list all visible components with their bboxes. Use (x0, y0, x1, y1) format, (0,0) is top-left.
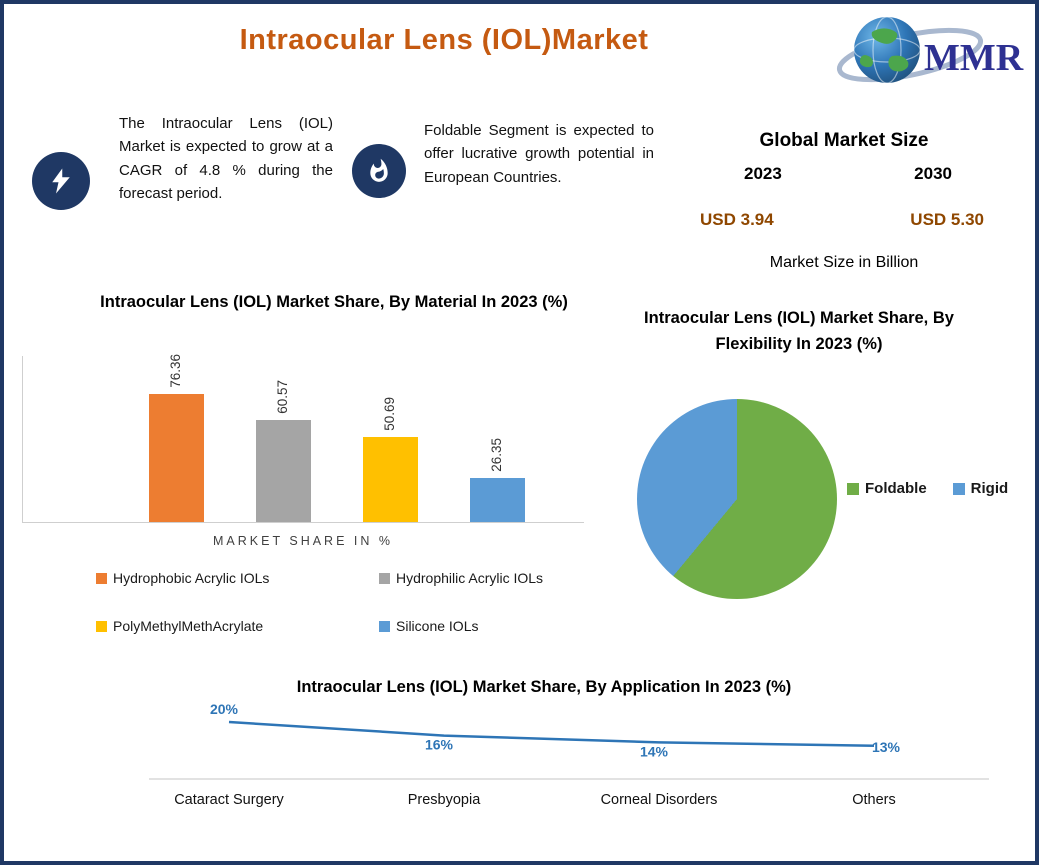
mmr-logo: MMR (832, 10, 1035, 100)
bar-0 (149, 394, 204, 522)
highlight-cagr-text: The Intraocular Lens (IOL) Market is exp… (119, 115, 333, 202)
legend-swatch (379, 572, 390, 584)
pie-chart-title: Intraocular Lens (IOL) Market Share, By … (644, 309, 954, 353)
bar-value-label-1: 60.57 (274, 380, 290, 414)
line-category-label-3: Others (852, 792, 896, 808)
pie-chart (637, 399, 837, 599)
line-category-label-1: Presbyopia (408, 792, 481, 808)
legend-swatch (96, 620, 107, 632)
bar-value-label-0: 76.36 (167, 354, 183, 388)
legend-swatch (952, 482, 965, 495)
bar-chart-x-label: MARKET SHARE IN % (213, 534, 393, 548)
mmr-logo-graphic: MMR (836, 16, 1024, 84)
highlight-foldable-text: Foldable Segment is expected to offer lu… (424, 122, 654, 186)
legend-swatch (847, 482, 859, 495)
bar-value-label-3: 26.35 (488, 438, 504, 472)
legend-label: PolyMethylMethAcrylate (113, 618, 264, 634)
page-title: Intraocular Lens (IOL)Market (239, 24, 649, 56)
legend-label: Silicone IOLs (396, 618, 479, 634)
legend-swatch (379, 620, 390, 632)
line-category-label-0: Cataract Surgery (174, 792, 284, 808)
market-size-caption: Market Size in Billion (769, 254, 919, 271)
market-size-value-2023: USD 3.94 (700, 210, 774, 229)
pie-legend-item-1: Rigid (952, 480, 1009, 497)
lightning-icon (32, 152, 90, 210)
bar-chart-title: Intraocular Lens (IOL) Market Share, By … (100, 293, 568, 311)
bar-value-label-2: 50.69 (381, 397, 397, 431)
logo-text: MMR (924, 37, 1024, 79)
bar-legend-item-3: Silicone IOLs (379, 618, 576, 634)
bar-plot: 76.36 60.57 50.69 26.35 (22, 354, 584, 522)
legend-label: Foldable (865, 480, 927, 497)
bar-legend-item-2: PolyMethylMethAcrylate (96, 618, 379, 634)
line-chart-svg: 20% 16% 14% 13% Cataract Surgery Presbyopia Co… (149, 701, 989, 808)
bar-1 (256, 420, 311, 522)
line-point-label-0: 20% (210, 701, 239, 717)
bar-chart-legend: Hydrophobic Acrylic IOLs Hydrophilic Acry… (96, 570, 576, 634)
market-size-values: USD 3.94 USD 5.30 (686, 210, 996, 230)
flame-icon (352, 144, 406, 198)
bar-3 (470, 478, 525, 522)
bar-legend-item-1: Hydrophilic Acrylic IOLs (379, 570, 576, 586)
pie-chart-legend: Foldable Rigid (847, 480, 1008, 497)
market-size-value-2030: USD 5.30 (910, 210, 984, 229)
bar-chart-y-axis (22, 356, 23, 522)
line-chart-title: Intraocular Lens (IOL) Market Share, By … (296, 678, 792, 696)
bar-chart-x-axis (22, 522, 584, 523)
market-size-year-2023: 2023 (744, 164, 782, 183)
market-size-year-2030: 2030 (914, 164, 952, 183)
market-size-title: Global Market Size (759, 130, 929, 151)
line-category-label-2: Corneal Disorders (601, 792, 718, 808)
line-point-label-3: 13% (872, 739, 901, 755)
globe-icon (854, 17, 920, 83)
legend-label: Hydrophobic Acrylic IOLs (113, 570, 270, 586)
line-series (228, 720, 875, 748)
market-size-years: 2023 2030 (704, 164, 984, 184)
legend-label: Hydrophilic Acrylic IOLs (396, 570, 544, 586)
legend-label: Rigid (970, 480, 1009, 497)
line-point-label-2: 14% (640, 743, 669, 759)
line-point-label-1: 16% (425, 737, 454, 753)
legend-swatch (96, 572, 107, 584)
bar-2 (363, 437, 418, 522)
pie-legend-item-0: Foldable (847, 480, 927, 497)
bar-legend-item-0: Hydrophobic Acrylic IOLs (96, 570, 379, 586)
